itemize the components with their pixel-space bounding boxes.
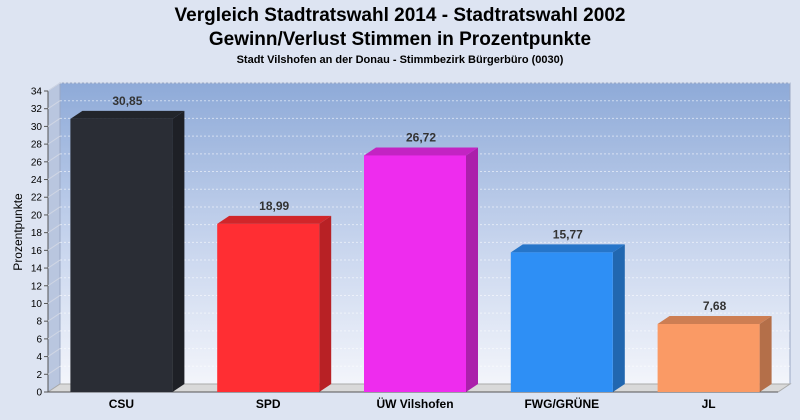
bar-üw-vilshofen [364, 147, 478, 392]
chart-subtitle: Gewinn/Verlust Stimmen in Prozentpunkte [208, 29, 592, 50]
chart-caption: Stadt Vilshofen an der Donau - Stimmbezi… [236, 54, 564, 66]
bar-top [364, 147, 478, 156]
gridline-diagonal [47, 117, 61, 127]
y-tick-label: 16 [31, 246, 43, 257]
data-label: 18,99 [259, 199, 289, 213]
y-tick-label: 12 [31, 281, 43, 292]
x-tick-label: SPD [256, 397, 281, 411]
gridline-diagonal [47, 135, 61, 145]
y-tick-label: 20 [31, 210, 43, 221]
bar-csu [70, 110, 185, 392]
bar-side [612, 244, 625, 392]
gridline-diagonal [47, 241, 61, 251]
y-tick-label: 6 [36, 334, 42, 345]
bar-side [319, 215, 332, 392]
y-tick-label: 22 [31, 193, 43, 204]
bar-front [657, 324, 760, 392]
gridline-diagonal [47, 348, 61, 358]
gridline-diagonal [47, 277, 61, 287]
y-tick-label: 24 [31, 175, 43, 186]
bar-front [510, 252, 613, 392]
y-axis-label: Prozentpunkte [11, 193, 25, 271]
y-tick-label: 26 [31, 157, 43, 168]
data-label: 7,68 [703, 299, 727, 313]
gridline-diagonal [47, 295, 61, 304]
data-label: 30,85 [112, 94, 142, 108]
gridline-diagonal [47, 206, 61, 216]
y-tick-label: 32 [31, 104, 43, 115]
y-tick-label: 14 [31, 264, 43, 275]
bar-side [172, 110, 185, 392]
bar-top [70, 110, 185, 119]
y-tick-label: 4 [36, 352, 42, 363]
gridline-diagonal [47, 330, 61, 340]
bar-fwg-grüne [510, 244, 625, 392]
gridline-diagonal [47, 153, 61, 163]
x-tick-label: CSU [109, 397, 134, 411]
y-tick-label: 8 [36, 317, 42, 328]
bar-spd [217, 215, 332, 392]
bar-jl [657, 316, 772, 392]
gridline-diagonal [47, 312, 61, 322]
bar-side [759, 316, 772, 392]
bar-top [510, 244, 625, 253]
data-label: 26,72 [406, 130, 436, 144]
y-tick-label: 18 [31, 228, 43, 239]
bar-front [70, 118, 173, 392]
bar-front [217, 223, 320, 392]
gridline-diagonal [47, 82, 61, 92]
gridline-diagonal [47, 224, 61, 234]
y-tick-label: 30 [31, 122, 43, 133]
y-tick-label: 34 [31, 87, 43, 98]
chart-title: Vergleich Stadtratswahl 2014 - Stadtrats… [174, 5, 626, 26]
y-tick-label: 10 [31, 299, 43, 310]
y-tick-label: 2 [36, 370, 42, 381]
gridline-diagonal [47, 171, 61, 180]
bar-top [657, 316, 772, 325]
plot-side-wall [47, 82, 61, 393]
x-tick-label: FWG/GRÜNE [524, 396, 599, 411]
bar-front [364, 155, 466, 392]
data-label: 15,77 [553, 227, 583, 241]
y-tick-label: 0 [36, 388, 42, 399]
gridline-diagonal [47, 100, 61, 110]
x-tick-label: ÜW Vilshofen [376, 396, 453, 411]
y-tick-label: 28 [31, 140, 43, 151]
gridline-diagonal [47, 259, 61, 269]
bar-top [217, 215, 332, 224]
x-tick-label: JL [702, 397, 716, 411]
gridline-diagonal [47, 365, 61, 375]
bar-side [466, 147, 478, 392]
gridline-diagonal [47, 188, 61, 198]
